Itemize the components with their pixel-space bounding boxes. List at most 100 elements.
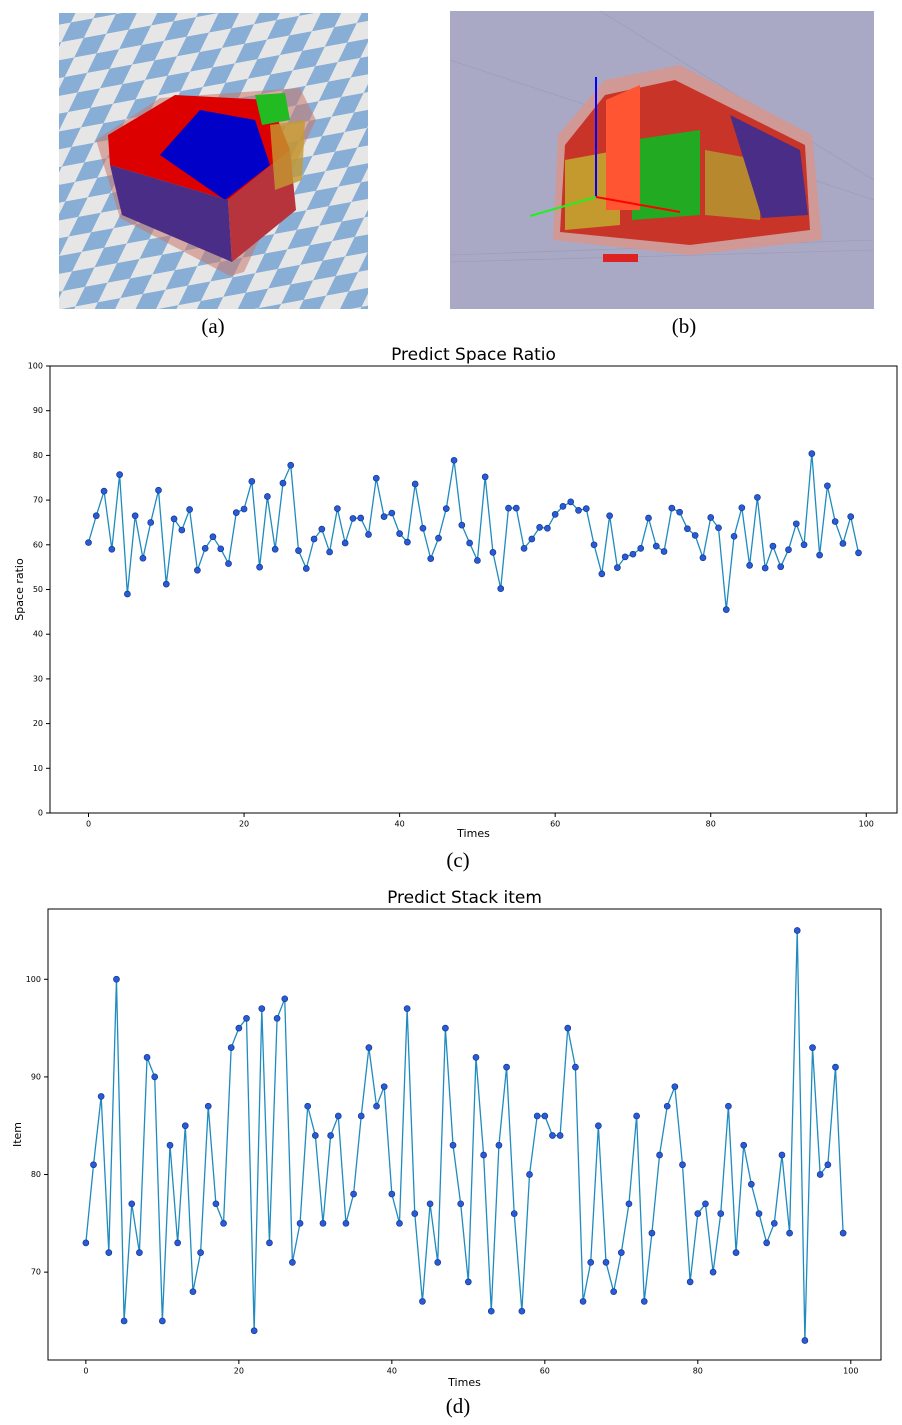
data-point [272, 546, 278, 552]
data-point [86, 540, 92, 546]
data-point [537, 524, 543, 530]
x-tick-label: 0 [83, 1367, 88, 1376]
data-point [653, 543, 659, 549]
data-point [435, 1259, 441, 1265]
data-point [465, 1279, 471, 1285]
data-point [710, 1269, 716, 1275]
caption: (d) [446, 1394, 471, 1418]
data-point [175, 1240, 181, 1246]
data-point [708, 515, 714, 521]
data-point [458, 1201, 464, 1207]
x-tick-label: 100 [843, 1367, 858, 1376]
data-point [607, 513, 613, 519]
data-point [404, 1006, 410, 1012]
data-point [716, 525, 722, 531]
data-point [427, 1201, 433, 1207]
data-point [412, 481, 418, 487]
x-tick-label: 40 [387, 1367, 397, 1376]
data-point [156, 487, 162, 493]
data-point [420, 525, 426, 531]
data-point [226, 561, 232, 567]
data-point [723, 607, 729, 613]
data-point [552, 511, 558, 517]
data-point [764, 1240, 770, 1246]
data-point [98, 1093, 104, 1099]
data-point [436, 535, 442, 541]
data-point [731, 533, 737, 539]
y-tick-label: 70 [31, 1268, 41, 1277]
data-point [373, 475, 379, 481]
data-point [560, 503, 566, 509]
data-point [205, 1103, 211, 1109]
data-point [236, 1025, 242, 1031]
data-point [412, 1211, 418, 1217]
data-point [664, 1103, 670, 1109]
chart-title: Predict Stack item [387, 888, 542, 908]
data-point [611, 1289, 617, 1295]
data-point [257, 564, 263, 570]
data-point [641, 1298, 647, 1304]
data-point [358, 1113, 364, 1119]
data-point [148, 519, 154, 525]
data-point [297, 1220, 303, 1226]
data-point [241, 506, 247, 512]
data-point [568, 499, 574, 505]
data-point [529, 536, 535, 542]
y-tick-label: 0 [38, 809, 43, 818]
data-point [305, 1103, 311, 1109]
data-point [303, 565, 309, 571]
data-line [86, 930, 843, 1340]
data-point [358, 515, 364, 521]
data-point [856, 550, 862, 556]
data-point [289, 1259, 295, 1265]
caption: (c) [446, 848, 469, 872]
data-point [210, 534, 216, 540]
x-tick-label: 60 [540, 1367, 550, 1376]
y-tick-label: 30 [33, 674, 43, 683]
data-point [389, 1191, 395, 1197]
data-point [467, 540, 473, 546]
data-point [741, 1142, 747, 1148]
data-point [221, 1220, 227, 1226]
data-point [832, 1064, 838, 1070]
data-point [496, 1142, 502, 1148]
data-point [504, 1064, 510, 1070]
data-point [109, 546, 115, 552]
data-point [583, 506, 589, 512]
data-point [473, 1054, 479, 1060]
data-point [152, 1074, 158, 1080]
data-point [167, 1142, 173, 1148]
data-point [779, 1152, 785, 1158]
data-point [342, 540, 348, 546]
data-point [140, 555, 146, 561]
data-point [506, 505, 512, 511]
data-point [312, 1132, 318, 1138]
data-point [825, 1162, 831, 1168]
y-tick-label: 80 [33, 451, 43, 460]
data-point [451, 457, 457, 463]
data-line [89, 454, 859, 610]
data-point [588, 1259, 594, 1265]
figure: (a)(b)(c)(d)Predict Space RatioTimesSpac… [0, 0, 902, 1421]
data-point [328, 1132, 334, 1138]
data-point [599, 571, 605, 577]
data-point [591, 542, 597, 548]
x-tick-label: 0 [86, 820, 91, 829]
data-point [264, 494, 270, 500]
data-point [840, 540, 846, 546]
data-point [389, 510, 395, 516]
data-point [488, 1308, 494, 1314]
page: {"captions": ["(a)", "(b)", "(c)", "(d)"… [0, 0, 902, 1421]
data-point [725, 1103, 731, 1109]
data-point [801, 542, 807, 548]
data-point [762, 565, 768, 571]
chart-title: Predict Space Ratio [391, 345, 556, 365]
data-point [124, 591, 130, 597]
data-point [786, 547, 792, 553]
data-point [794, 927, 800, 933]
data-point [249, 478, 255, 484]
data-point [132, 513, 138, 519]
data-point [787, 1230, 793, 1236]
data-point [824, 483, 830, 489]
data-point [144, 1054, 150, 1060]
